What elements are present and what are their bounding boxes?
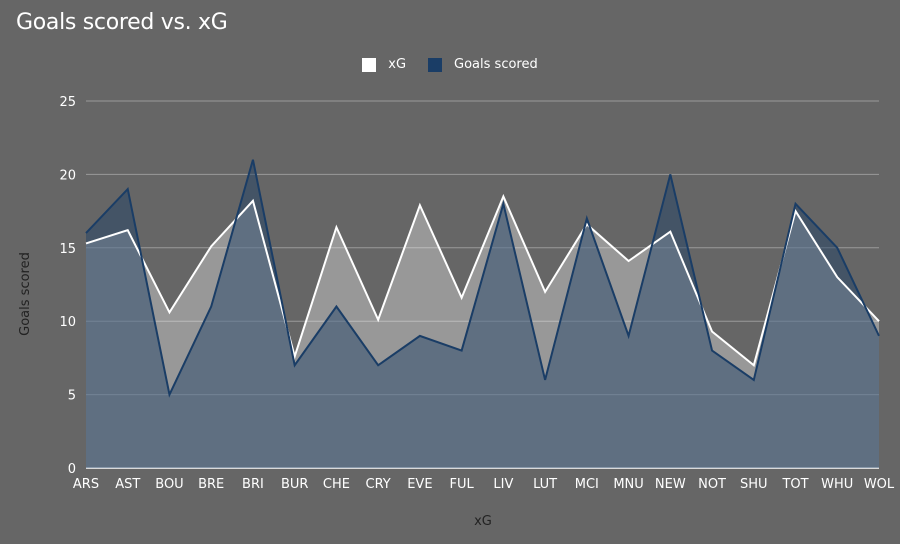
x-tick-label: ARS	[73, 477, 99, 492]
y-axis-label: Goals scored	[18, 252, 33, 336]
x-axis-label: xG	[474, 514, 492, 529]
x-tick-label: MNU	[613, 477, 643, 492]
x-tick-label: SHU	[740, 477, 768, 492]
legend-label-xg: xG	[388, 57, 407, 72]
x-tick-label: NOT	[698, 477, 726, 492]
x-tick-label: CRY	[366, 477, 391, 492]
x-tick-label: WOL	[864, 477, 895, 492]
x-tick-label: EVE	[407, 477, 432, 492]
y-tick-label: 0	[68, 462, 76, 477]
y-tick-label: 10	[59, 315, 76, 330]
legend-item-xg[interactable]: xG	[362, 57, 406, 72]
x-tick-label: NEW	[655, 477, 686, 492]
y-tick-label: 5	[68, 389, 76, 404]
legend: xG Goals scored	[0, 57, 900, 72]
legend-item-goals[interactable]: Goals scored	[428, 57, 538, 72]
y-tick-label: 20	[59, 168, 76, 183]
y-tick-label: 15	[59, 242, 76, 257]
line-goals-scored	[85, 159, 880, 398]
chart-title: Goals scored vs. xG	[16, 10, 228, 35]
x-tick-label: MCI	[575, 477, 599, 492]
x-tick-label: CHE	[323, 477, 350, 492]
area-goals-scored	[86, 159, 879, 468]
area-xg	[86, 196, 879, 469]
x-tick-label: BRE	[198, 477, 224, 492]
x-tick-label: BUR	[281, 477, 308, 492]
legend-swatch-goals	[428, 57, 443, 72]
line-xg	[85, 193, 880, 367]
x-tick-label: AST	[115, 477, 140, 492]
x-tick-label: WHU	[821, 477, 853, 492]
legend-swatch-xg	[362, 57, 377, 72]
x-tick-label: BOU	[155, 477, 183, 492]
y-tick-label: 25	[59, 95, 76, 110]
x-tick-label: BRI	[242, 477, 264, 492]
legend-label-goals: Goals scored	[454, 57, 538, 72]
x-tick-label: LUT	[533, 477, 557, 492]
x-tick-label: LIV	[493, 477, 513, 492]
x-tick-label: TOT	[781, 477, 808, 492]
x-tick-label: FUL	[450, 477, 475, 492]
